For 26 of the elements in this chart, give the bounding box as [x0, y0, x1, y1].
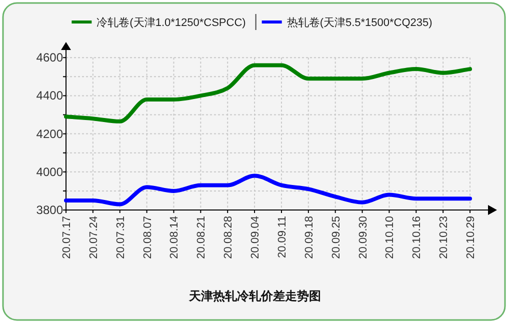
- x-tick-label: 20.09.25: [330, 216, 342, 259]
- x-tick-label: 20.10.10: [384, 216, 396, 259]
- x-tick-label: 20.09.04: [250, 216, 262, 259]
- y-tick-label: 4000: [36, 164, 64, 179]
- y-tick-label: 4200: [36, 126, 64, 141]
- y-tick-label: 4600: [36, 50, 64, 65]
- legend-label: 热轧卷(天津5.5*1500*CQ235): [286, 16, 432, 29]
- x-tick-label: 20.10.29: [465, 216, 477, 259]
- x-tick-label: 20.08.21: [196, 216, 208, 259]
- x-tick-label: 20.09.11: [276, 216, 288, 258]
- legend-label: 冷轧卷(天津1.0*1250*CSPCC): [96, 16, 246, 29]
- x-tick-label: 20.07.24: [88, 216, 100, 259]
- line-series: [64, 174, 472, 206]
- x-tick-label: 20.09.18: [303, 216, 316, 259]
- x-tick-label: 20.08.14: [168, 216, 181, 259]
- y-tick-label: 4400: [36, 88, 64, 103]
- x-tick-label: 20.08.28: [222, 216, 235, 259]
- x-tick-label: 20.07.31: [114, 216, 127, 259]
- line-series: [64, 63, 472, 124]
- x-tick-label: 20.10.16: [411, 216, 424, 259]
- x-tick-label: 20.07.17: [61, 216, 73, 259]
- text: 天津热轧冷轧价差走势图: [188, 289, 321, 303]
- x-tick-label: 20.10.23: [438, 216, 450, 259]
- y-tick-label: 3800: [36, 203, 64, 217]
- x-tick-label: 20.09.30: [357, 216, 370, 259]
- x-tick-label: 20.08.07: [142, 216, 154, 259]
